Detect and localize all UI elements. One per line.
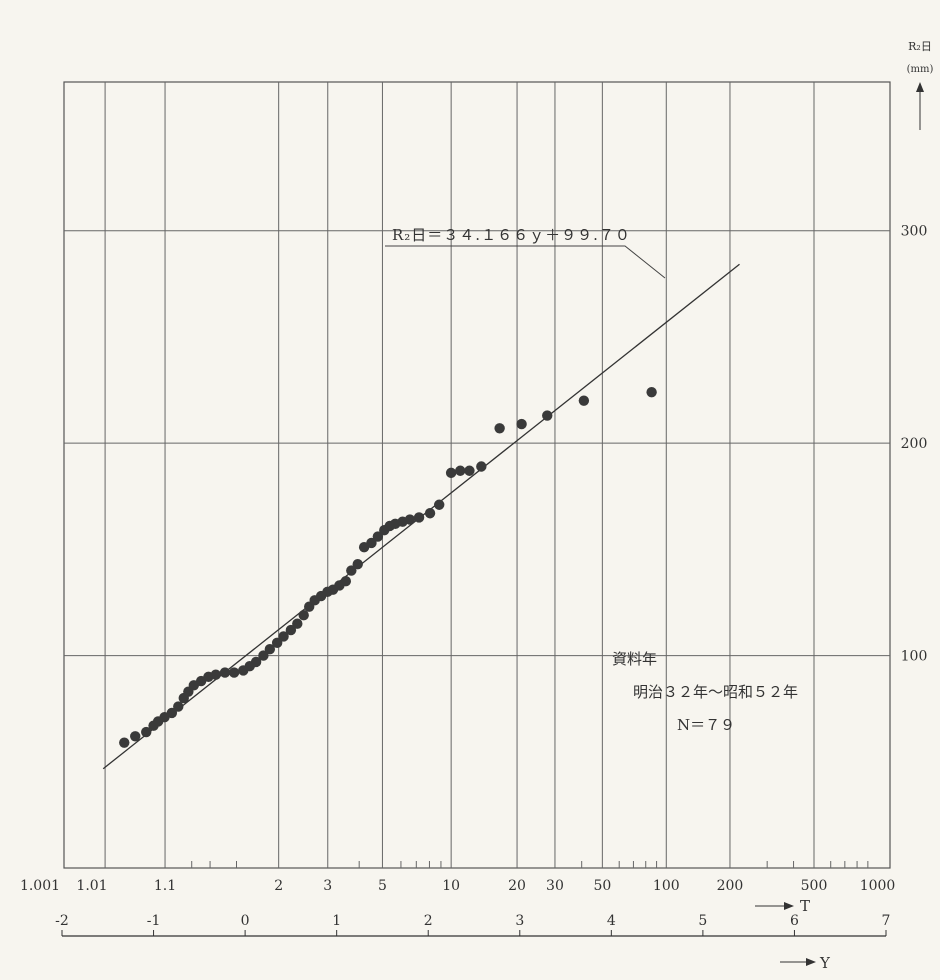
data-point (464, 465, 475, 476)
y-axis-arrowhead (916, 82, 924, 92)
plot-frame (63, 81, 891, 869)
data-points-layer (119, 386, 657, 748)
data-point (352, 559, 363, 570)
y-variate-label: Y (819, 954, 831, 972)
t-tick-label: 1.01 (76, 878, 107, 894)
data-point (219, 667, 231, 678)
data-point (424, 508, 436, 519)
data-point (372, 531, 384, 542)
y-variate-tick-label: 4 (607, 913, 616, 929)
t-tick-label: 500 (801, 878, 828, 894)
data-point (166, 707, 178, 719)
t-tick-label: 100 (653, 878, 680, 894)
t-tick-label: 1.001 (20, 878, 60, 894)
y-axis-unit: (mm) (907, 64, 934, 75)
y-variate-tick-label: 5 (698, 913, 707, 929)
data-point (173, 701, 184, 712)
data-point (542, 410, 553, 421)
y-variate-arrowhead (806, 958, 816, 966)
data-point (258, 650, 269, 661)
data-point (455, 465, 466, 476)
data-point (494, 423, 505, 434)
data-point (271, 637, 283, 649)
y-tick-label: 300 (901, 224, 928, 240)
data-point (292, 618, 303, 629)
equation-leader-line (385, 245, 666, 279)
data-point (264, 643, 276, 655)
t-tick-label: 2 (274, 878, 283, 894)
grid-layer (63, 81, 891, 869)
y-variate-tick-label: 3 (515, 913, 524, 929)
y-variate-tick-label: 2 (424, 913, 433, 929)
data-point (413, 512, 425, 523)
t-tick-label: 1000 (860, 878, 896, 894)
data-point (119, 737, 130, 748)
t-tick-label: 3 (323, 878, 332, 894)
t-tick-label: 20 (508, 878, 526, 894)
data-point (250, 656, 262, 668)
t-tick-label: 30 (546, 878, 564, 894)
data-point (476, 461, 487, 472)
y-tick-label: 200 (901, 436, 928, 452)
data-point (646, 386, 657, 398)
data-point (445, 467, 457, 479)
data-point (210, 669, 222, 680)
y-variate-tick-label: -1 (147, 913, 161, 929)
t-tick-label: 200 (717, 878, 744, 894)
t-axis-arrowhead (784, 902, 794, 910)
data-point (434, 499, 445, 510)
t-tick-label: 10 (442, 878, 460, 894)
y-tick-label: 100 (901, 649, 928, 665)
data-period-range: 明治３２年〜昭和５２年 (633, 683, 799, 701)
data-point (404, 514, 416, 525)
t-axis-label: T (800, 897, 810, 915)
y-variate-tick-label: -2 (55, 913, 69, 929)
data-point (130, 731, 141, 742)
data-point (298, 610, 309, 621)
data-point (278, 631, 289, 642)
data-point (141, 726, 152, 738)
data-point (516, 418, 527, 430)
y-variate-tick-label: 1 (332, 913, 341, 929)
sample-count: N＝７９ (677, 716, 736, 734)
t-tick-label: 5 (378, 878, 387, 894)
data-point (340, 576, 352, 587)
y-variate-tick-label: 0 (241, 913, 250, 929)
y-axis-label: R₂日 (908, 40, 932, 53)
t-tick-label: 1.1 (154, 878, 176, 894)
data-point (285, 624, 297, 636)
fit-equation-label: R₂日＝３４.１６６ｙ＋９９.７０ (392, 226, 631, 244)
y-variate-tick-label: 6 (790, 913, 799, 929)
t-tick-label: 50 (593, 878, 611, 894)
data-period-heading: 資料年 (612, 650, 658, 668)
y-variate-tick-label: 7 (882, 913, 891, 929)
data-point (228, 667, 240, 678)
data-point (346, 565, 357, 576)
data-point (578, 395, 590, 406)
data-point (366, 537, 377, 549)
